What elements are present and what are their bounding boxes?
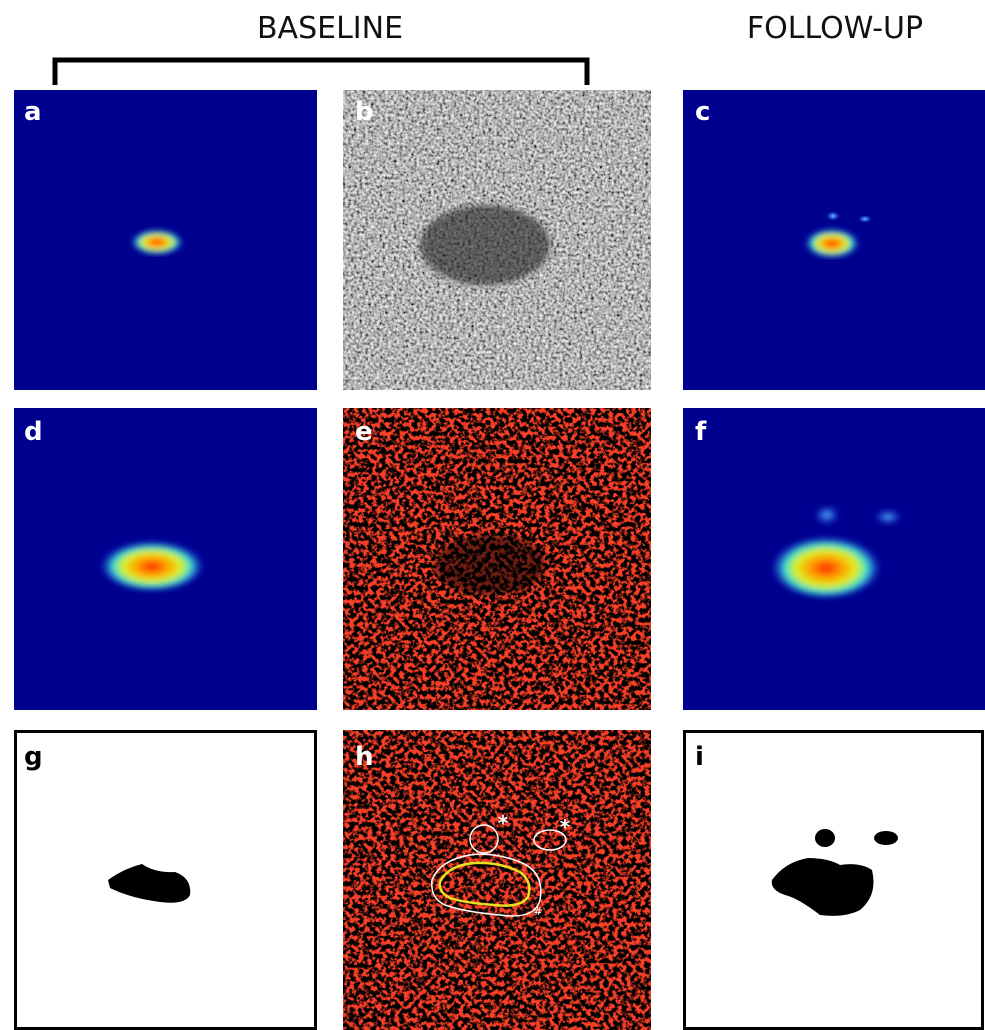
blob <box>858 215 872 223</box>
figure: BASELINE FOLLOW-UP * * # a b c d e f g h… <box>0 0 985 1030</box>
panel-h <box>343 730 651 1030</box>
header-baseline: BASELINE <box>257 11 403 46</box>
blob <box>771 533 881 597</box>
panel-label: a <box>24 97 42 127</box>
blob <box>826 211 840 221</box>
annotation: * <box>560 815 571 839</box>
blob <box>814 505 840 525</box>
panel-label: c <box>695 97 710 127</box>
mask <box>874 831 898 845</box>
annotation: * <box>498 811 509 835</box>
blob <box>805 227 859 257</box>
page: BASELINE FOLLOW-UP * * # a b c d e f g h… <box>0 0 985 1030</box>
panel-label: e <box>355 417 373 447</box>
panel-label: h <box>355 742 374 772</box>
panel-label: d <box>24 417 43 447</box>
blob <box>874 509 902 525</box>
annotation: # <box>533 905 542 918</box>
blob <box>100 538 204 590</box>
panel-label: b <box>355 97 374 127</box>
mask <box>815 829 835 847</box>
blob <box>131 228 183 254</box>
header-followup: FOLLOW-UP <box>747 11 923 46</box>
panel-label: g <box>24 742 43 772</box>
bracket <box>55 60 587 85</box>
panel-label: f <box>695 417 707 447</box>
panel-label: i <box>695 742 704 772</box>
dark-region <box>435 535 545 595</box>
dark-region <box>420 205 550 285</box>
